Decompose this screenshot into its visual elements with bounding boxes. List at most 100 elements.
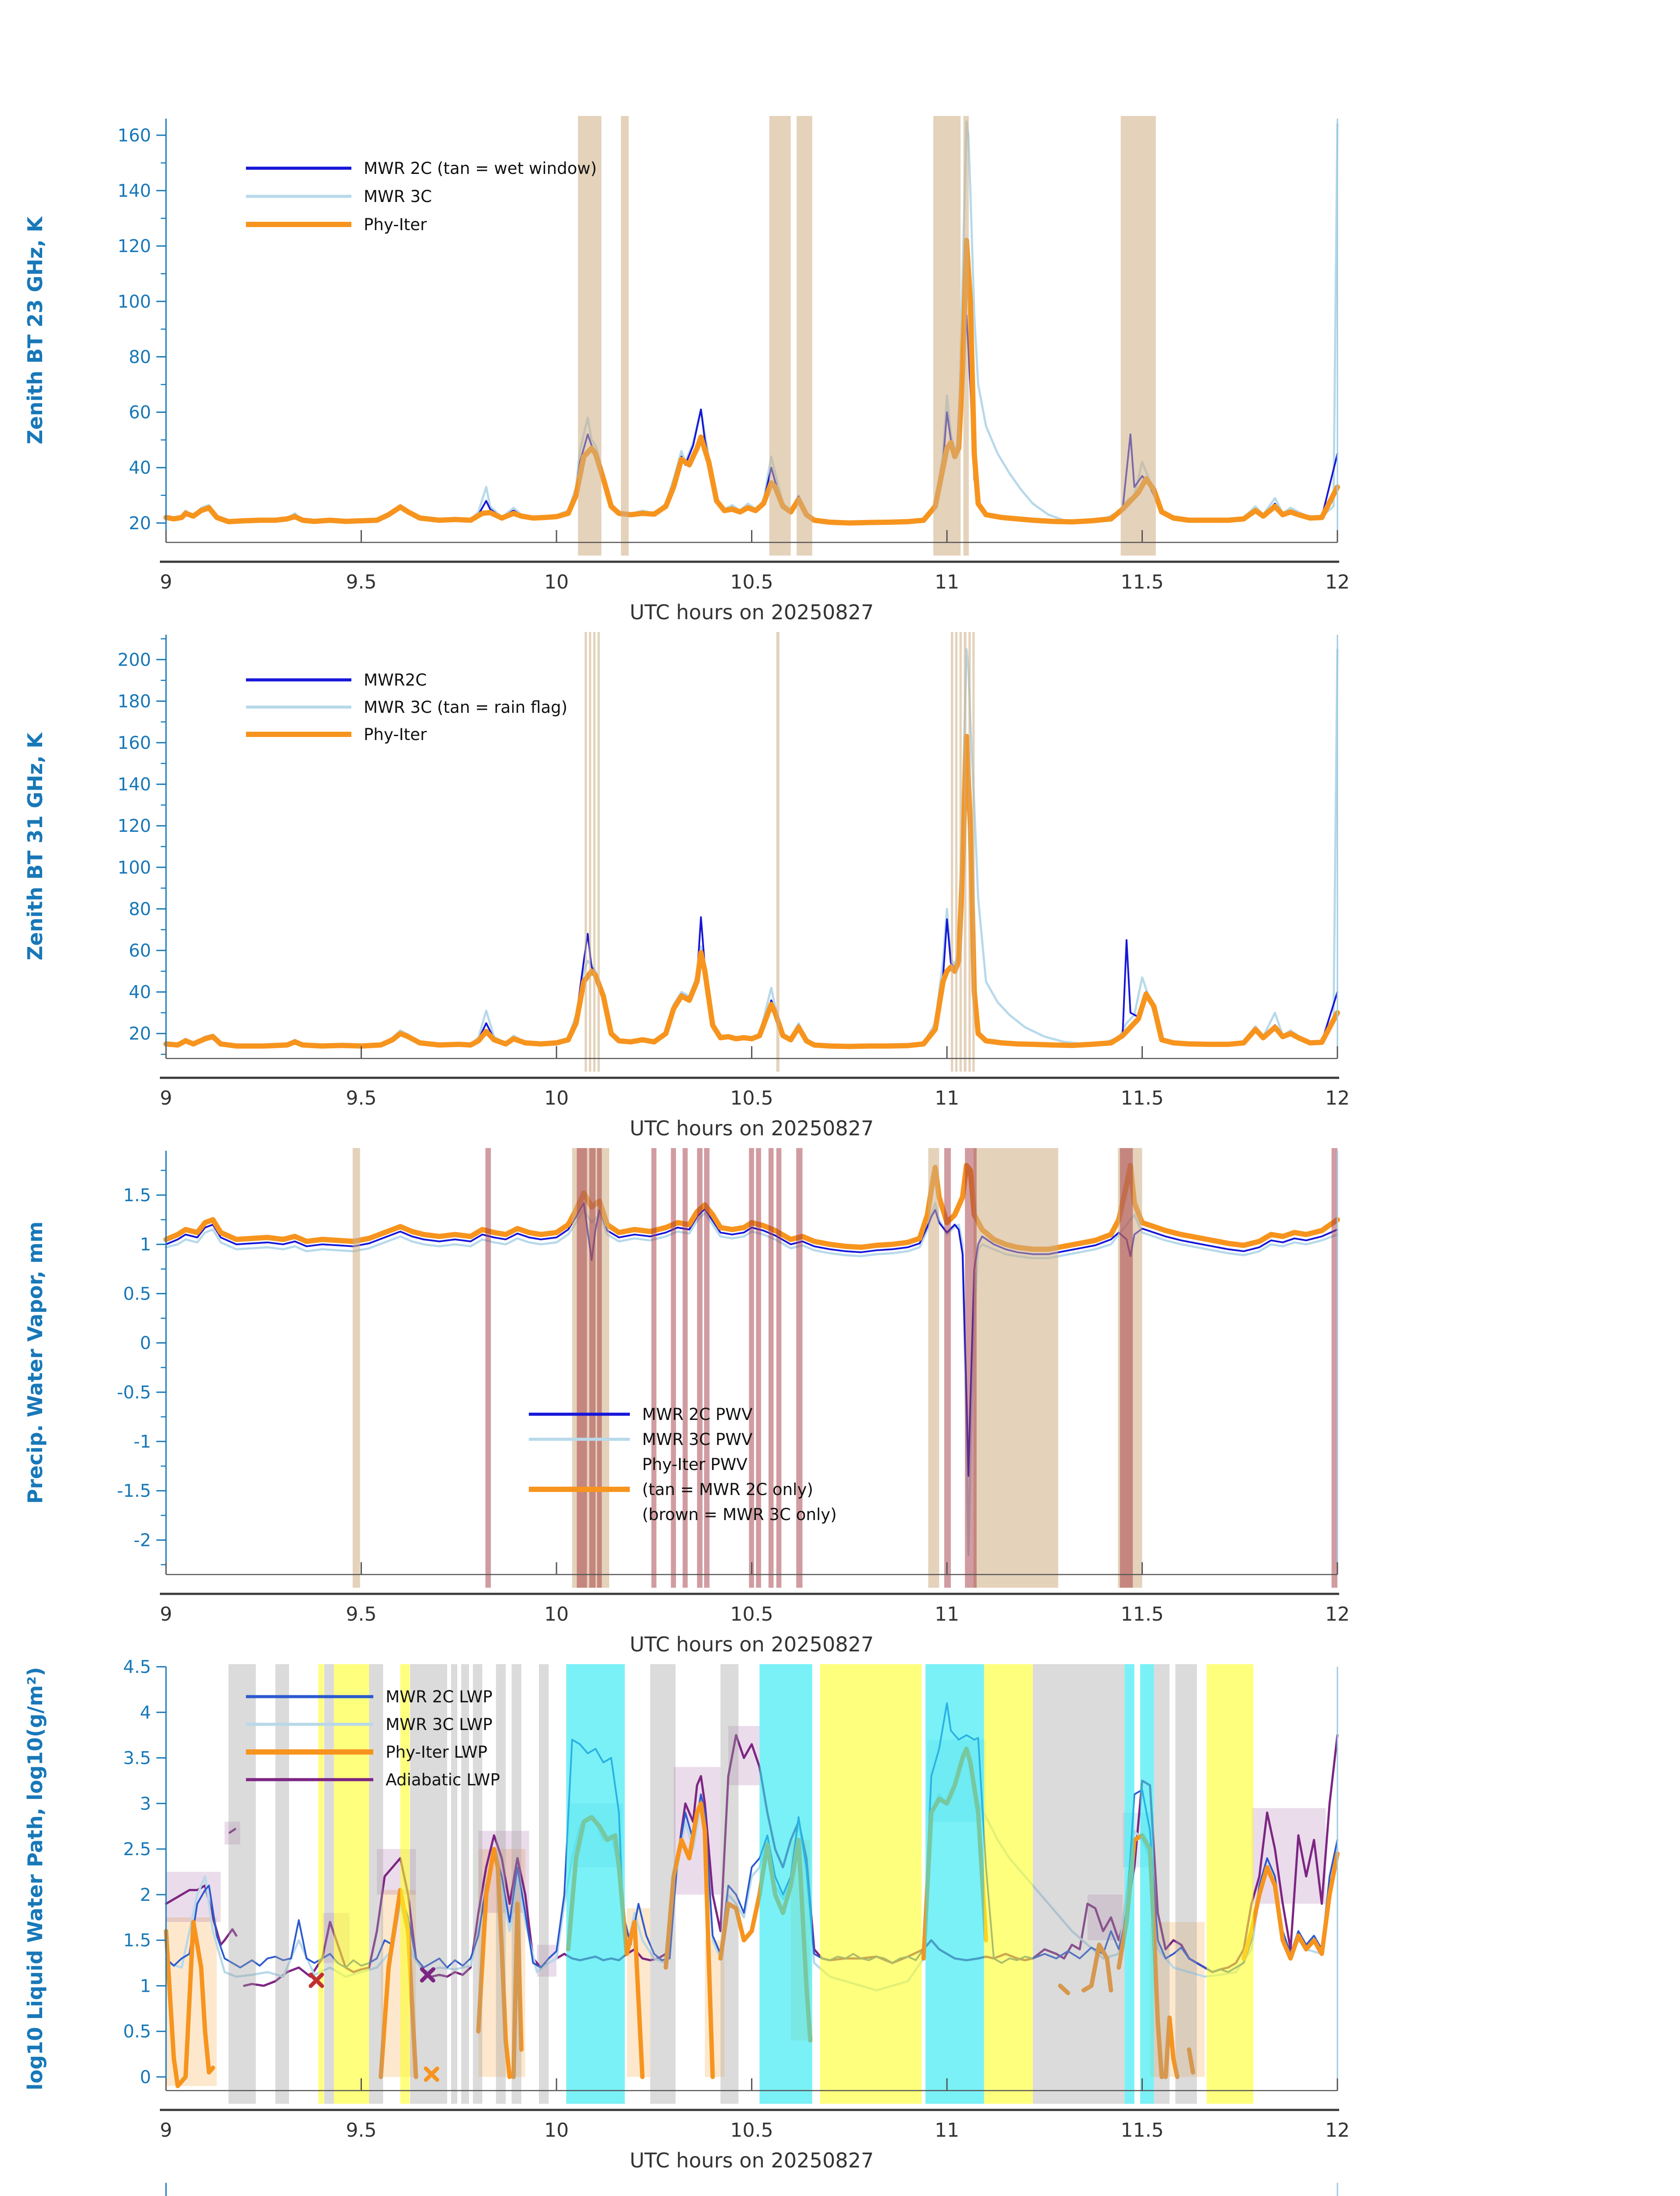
x-marker [420, 1967, 436, 1983]
band-gray [650, 1664, 676, 2104]
band-red [796, 1148, 803, 1588]
band-cyan [759, 1664, 813, 2104]
band-cyan [925, 1664, 984, 2104]
band-gray [1154, 1664, 1170, 2104]
svg-text:0.5: 0.5 [123, 2022, 151, 2042]
band-tan [621, 116, 629, 556]
legend-label: (tan = MWR 2C only) [642, 1480, 813, 1499]
band-yellow [400, 1664, 410, 2104]
svg-text:160: 160 [118, 733, 151, 753]
svg-text:12: 12 [1325, 2119, 1350, 2142]
band-tan [973, 1148, 1059, 1588]
band-gray [511, 1664, 521, 2104]
svg-text:140: 140 [118, 181, 151, 201]
legend-label: MWR 3C (tan = rain flag) [364, 698, 567, 717]
svg-text:11: 11 [935, 1603, 959, 1625]
svg-text:40: 40 [129, 982, 151, 1003]
svg-text:180: 180 [118, 691, 151, 712]
band-red [1120, 1148, 1133, 1588]
svg-text:20: 20 [129, 1024, 151, 1044]
x-axis-label: UTC hours on 20250827 [630, 1116, 874, 1140]
band-red [577, 1148, 587, 1588]
band-cyan [1124, 1664, 1134, 2104]
legend-label: MWR 3C PWV [642, 1430, 752, 1449]
band-gray [451, 1664, 458, 2104]
band-tan [959, 632, 962, 1072]
series-mwr2c [165, 742, 1338, 1047]
svg-text:200: 200 [118, 650, 151, 670]
svg-text:10.5: 10.5 [730, 2119, 773, 2142]
svg-text:100: 100 [118, 292, 151, 312]
svg-text:3: 3 [140, 1794, 151, 1814]
y-axis-label: Precip. Water Vapor, mm [23, 1221, 47, 1504]
band-red [965, 1148, 977, 1588]
svg-text:10.5: 10.5 [730, 571, 773, 593]
band-tan [955, 632, 958, 1072]
band-tan [933, 116, 961, 556]
band-red [683, 1148, 688, 1588]
band-tan [585, 632, 587, 1072]
band-red [589, 1148, 596, 1588]
svg-text:-1.5: -1.5 [117, 1481, 151, 1501]
band-gray [473, 1664, 483, 2104]
legend-label: Phy-Iter PWV [642, 1455, 748, 1474]
svg-text:0.5: 0.5 [123, 1284, 151, 1304]
band-red [944, 1148, 951, 1588]
series-phy-iter [163, 733, 1340, 1049]
svg-text:0: 0 [140, 1333, 151, 1354]
panel-pwv: -2-1.5-1-0.500.511.59 9.5 10 10.5 11 11.5 12UT… [23, 1148, 1350, 1656]
band-red [697, 1148, 703, 1588]
x-axis-label: UTC hours on 20250827 [630, 2149, 874, 2172]
svg-text:20: 20 [129, 513, 151, 534]
band-gray [410, 1664, 448, 2104]
band-tan [1120, 116, 1156, 556]
band-gray [1175, 1664, 1197, 2104]
band-tan [964, 632, 967, 1072]
panel-bt23: 20 40 60 80 100 120 140 160 9 9.5 10 10.5 11 11.5 12 UT… [23, 116, 1350, 624]
svg-text:2: 2 [140, 1885, 151, 1905]
svg-text:120: 120 [118, 236, 151, 256]
band-gray [496, 1664, 506, 2104]
legend-label: (brown = MWR 3C only) [642, 1505, 837, 1524]
svg-text:1.5: 1.5 [123, 1185, 151, 1206]
svg-text:11.5: 11.5 [1121, 1603, 1164, 1625]
svg-text:10.5: 10.5 [730, 1087, 773, 1109]
legend: MWR2C MWR 3C (tan = rain flag) Phy-Iter [246, 671, 567, 744]
svg-text:3.5: 3.5 [123, 1748, 151, 1769]
svg-text:11.5: 11.5 [1121, 571, 1164, 593]
y-axis-label: Zenith BT 31 GHz, K [23, 732, 47, 961]
svg-text:60: 60 [129, 403, 151, 423]
svg-text:11: 11 [935, 1087, 959, 1109]
band-red [776, 1148, 782, 1588]
band-red [749, 1148, 754, 1588]
x-axis-label: UTC hours on 20250827 [630, 600, 874, 624]
band-tan [352, 1148, 360, 1588]
band-cyan [1140, 1664, 1154, 2104]
x-marker [308, 1972, 324, 1988]
legend-label: MWR2C [364, 671, 427, 690]
series-phy-iter [163, 238, 1340, 526]
svg-text:0: 0 [140, 2067, 151, 2088]
band-gray [369, 1664, 383, 2104]
y-axis-label: Zenith BT 23 GHz, K [23, 216, 47, 444]
legend-label: MWR 3C LWP [386, 1715, 492, 1734]
svg-text:60: 60 [129, 941, 151, 961]
legend: MWR 2C (tan = wet window) MWR 3C Phy-Iter [246, 159, 597, 234]
legend: MWR 2C PWV MWR 3C PWV Phy-Iter PWV (tan = M… [529, 1405, 837, 1524]
panel-lwp: 00.511.522.533.544.59 9.5 10 10.5 11 11.5 12UT… [23, 1657, 1350, 2172]
legend-label: MWR 2C (tan = wet window) [364, 159, 597, 178]
svg-text:80: 80 [129, 899, 151, 919]
svg-text:9: 9 [160, 1603, 172, 1625]
band-red [651, 1148, 657, 1588]
band-tan [578, 116, 602, 556]
svg-text:100: 100 [118, 858, 151, 878]
svg-text:12: 12 [1325, 1087, 1350, 1109]
band-yellow [984, 1664, 1033, 2104]
band-tan [589, 632, 592, 1072]
band-tan [950, 632, 954, 1072]
svg-text:1: 1 [140, 1235, 151, 1255]
svg-text:10: 10 [544, 1603, 569, 1625]
svg-text:9.5: 9.5 [346, 1603, 377, 1625]
